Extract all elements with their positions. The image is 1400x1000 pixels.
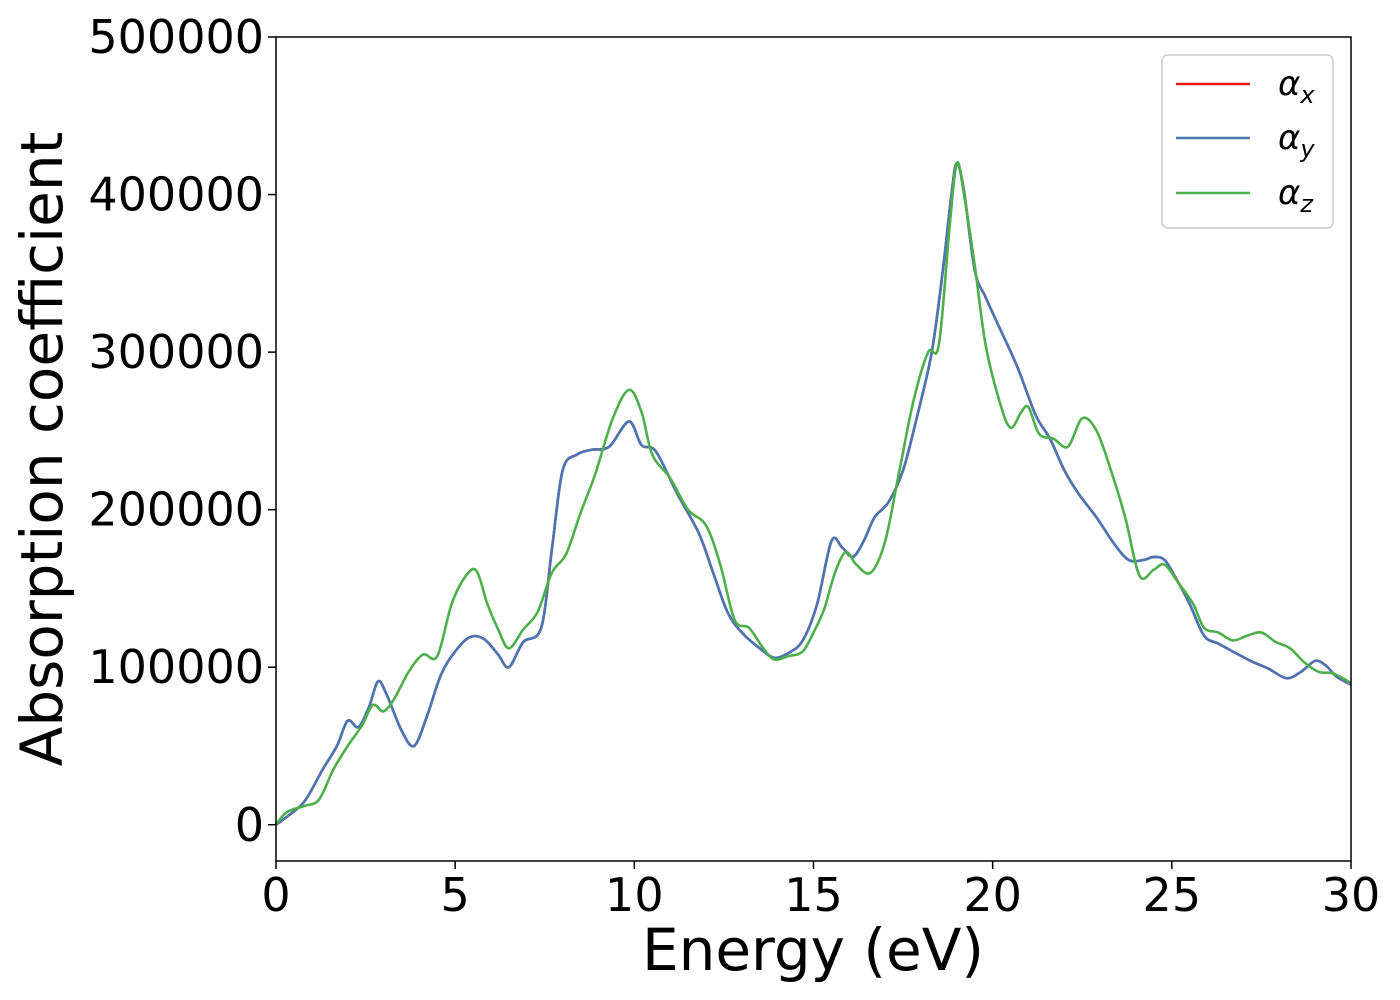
series-lines [274,160,1352,826]
legend-label-alpha-y: αy [1278,118,1315,163]
x-axis-title: Energy (eV) [642,916,984,984]
legend-label-alpha-z: αz [1278,173,1314,218]
x-tick-label: 30 [1322,868,1381,922]
series-line-alpha-x [275,161,1352,826]
y-tick-label: 400000 [88,168,264,222]
series-line-alpha-y [275,161,1352,826]
y-tick-label: 0 [235,798,264,852]
y-tick-label: 100000 [88,640,264,694]
y-tick-label: 200000 [88,483,264,537]
x-tick-label: 20 [963,868,1022,922]
y-axis: 0 100000 200000 300000 400000 500000 [88,10,276,852]
x-tick-label: 25 [1143,868,1202,922]
x-axis: 0 5 10 15 20 25 30 [261,861,1380,922]
y-axis-title: Absorption coefficient [8,132,76,767]
x-tick-label: 10 [605,868,664,922]
legend-box [1161,54,1334,229]
x-tick-label: 15 [784,868,843,922]
legend: αx αy αz [1161,54,1334,229]
x-tick-label: 0 [261,868,290,922]
legend-label-alpha-x: αx [1278,64,1315,109]
y-tick-label: 300000 [88,325,264,379]
x-tick-label: 5 [441,868,470,922]
y-tick-label: 500000 [88,10,264,64]
series-line-alpha-z [274,160,1352,826]
